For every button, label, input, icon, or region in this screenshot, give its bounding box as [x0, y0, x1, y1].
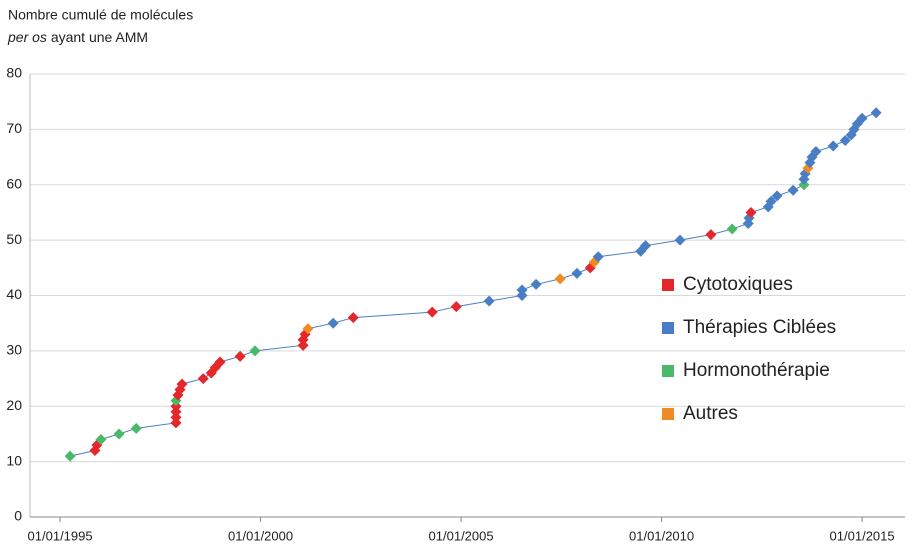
legend-swatch — [662, 365, 674, 377]
point — [170, 417, 182, 429]
point — [249, 345, 261, 357]
point — [327, 317, 339, 329]
point — [592, 251, 604, 263]
point — [95, 433, 107, 445]
point — [771, 190, 783, 202]
point — [170, 406, 182, 418]
point — [798, 179, 810, 191]
legend-swatch — [662, 322, 674, 334]
point — [726, 223, 738, 235]
legend-label: Autres — [683, 403, 738, 424]
y-tick-label: 0 — [14, 508, 22, 524]
x-tick-label: 01/01/2010 — [629, 528, 694, 543]
point — [197, 373, 209, 385]
point — [234, 350, 246, 362]
point — [674, 234, 686, 246]
point — [450, 301, 462, 313]
point — [745, 206, 757, 218]
point — [554, 273, 566, 285]
point — [827, 140, 839, 152]
y-tick-label: 60 — [6, 175, 22, 191]
y-tick-label: 40 — [6, 286, 22, 302]
y-tick-label: 70 — [6, 120, 22, 136]
point — [516, 284, 528, 296]
point — [130, 422, 142, 434]
point — [64, 450, 76, 462]
legend-swatch — [662, 408, 674, 420]
point — [516, 290, 528, 301]
subtitle-rest: ayant une AMM — [51, 29, 148, 45]
chart-title: Nombre cumulé de molécules — [8, 7, 193, 23]
y-tick-label: 80 — [6, 65, 22, 81]
y-tick-label: 30 — [6, 342, 22, 358]
point — [214, 356, 226, 368]
point — [765, 195, 777, 207]
point — [870, 107, 882, 119]
point — [170, 400, 182, 412]
point — [530, 278, 542, 290]
y-tick-label: 20 — [6, 397, 22, 413]
legend-swatch — [662, 279, 674, 291]
legend-label: Cytotoxiques — [683, 274, 793, 295]
point — [856, 112, 868, 124]
legend-label: Hormonothérapie — [683, 360, 830, 381]
point — [302, 323, 314, 335]
point — [571, 267, 583, 279]
point — [347, 312, 359, 324]
point — [810, 146, 822, 158]
point — [640, 240, 652, 252]
legend-label: Thérapies Ciblées — [683, 317, 836, 338]
point — [170, 411, 182, 423]
y-tick-label: 10 — [6, 452, 22, 468]
x-tick-label: 01/01/2005 — [429, 528, 494, 543]
point — [787, 184, 799, 196]
subtitle-italic: per os — [7, 29, 47, 45]
x-tick-label: 01/01/2000 — [228, 528, 293, 543]
point — [297, 339, 309, 351]
point — [705, 229, 717, 241]
point — [426, 306, 438, 318]
x-tick-label: 01/01/2015 — [830, 528, 895, 543]
chart-subtitle: per os ayant une AMM — [7, 29, 148, 45]
point — [176, 378, 188, 390]
point — [839, 134, 851, 146]
x-tick-label: 01/01/1995 — [28, 528, 93, 543]
point — [483, 295, 495, 307]
y-tick-label: 50 — [6, 231, 22, 247]
point — [113, 428, 125, 440]
